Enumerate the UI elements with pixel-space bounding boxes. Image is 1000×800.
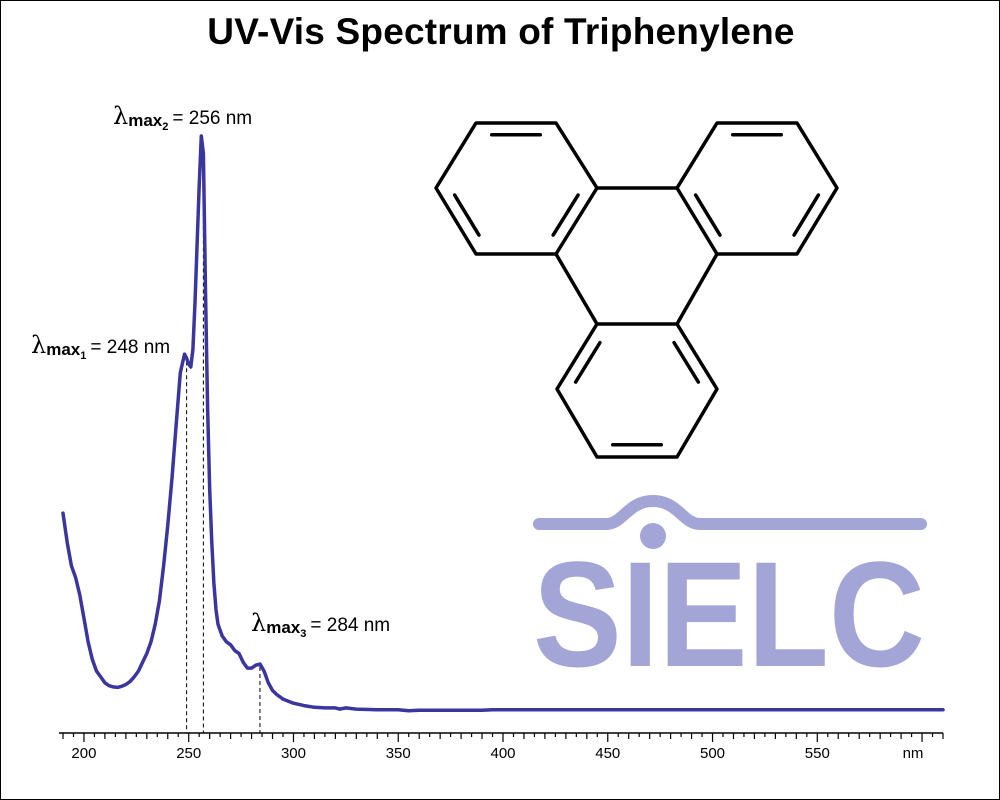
x-tick-label: 500: [700, 745, 725, 762]
sielc-logo: SIELC: [533, 494, 927, 698]
x-tick-label: 350: [386, 745, 411, 762]
logo-text: SIELC: [533, 530, 925, 698]
x-tick-label: 550: [805, 745, 830, 762]
x-tick-label: 300: [281, 745, 306, 762]
double-bond: [792, 193, 821, 237]
x-tick-label: 400: [490, 745, 515, 762]
bond: [554, 252, 599, 326]
x-tick-label: 450: [595, 745, 620, 762]
chart-title: UV-Vis Spectrum of Triphenylene: [207, 11, 795, 52]
double-bond: [693, 193, 722, 237]
double-bond: [551, 193, 580, 237]
x-tick-label: 250: [176, 745, 201, 762]
peak-annotation-1: λmax1 = 248 nm: [31, 331, 170, 362]
benzene-ring: [675, 121, 839, 256]
x-tick-label: 200: [71, 745, 96, 762]
triphenylene-structure-icon: [434, 121, 839, 459]
benzene-ring: [555, 322, 719, 459]
x-axis: 200 250 300 350 400 450 500 550 nm: [59, 732, 944, 762]
double-bond: [672, 340, 701, 384]
bond: [675, 252, 719, 326]
double-bond: [573, 340, 602, 384]
double-bond: [452, 193, 481, 237]
peak-annotation-2: λmax2 = 256 nm: [113, 102, 252, 133]
benzene-ring: [434, 121, 599, 256]
peak-annotations: λmax1 = 248 nm λmax2 = 256 nm λmax3 = 284 nm: [31, 102, 390, 640]
x-unit-label: nm: [903, 745, 924, 762]
peak-markers: [186, 156, 261, 733]
spectrum-line: [61, 134, 945, 713]
peak-annotation-3: λmax3 = 284 nm: [251, 609, 390, 640]
logo-i-dot: [640, 523, 666, 549]
logo-swoosh: [533, 494, 927, 530]
